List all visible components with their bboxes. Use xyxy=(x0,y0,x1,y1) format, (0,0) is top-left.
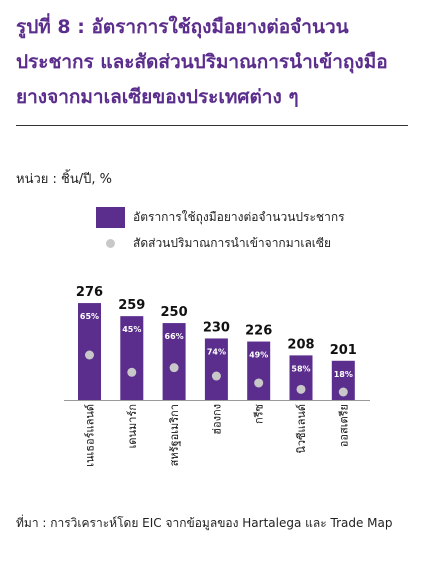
share-dot xyxy=(127,367,137,377)
legend-item-bar: อัตราการใช้ถุงมือยางต่อจำนวนประชากร xyxy=(96,206,345,228)
share-dot xyxy=(338,387,348,397)
chart-plot: 276 65% เนเธอร์แลนด์ 259 45% เดนมาร์ก 250 66% สห… xyxy=(64,285,370,467)
bar-value-label: 208 xyxy=(287,337,314,352)
category-label: เดนมาร์ก xyxy=(126,404,139,448)
category-label: ออสเตรีย xyxy=(337,404,350,447)
dot-value-label: 66% xyxy=(165,332,184,341)
dot-value-label: 58% xyxy=(291,364,310,373)
share-dot xyxy=(211,371,221,381)
chart-title: รูปที่ 8 : อัตราการใช้ถุงมือยางต่อจำนวนป… xyxy=(16,16,388,108)
share-dot xyxy=(85,350,94,360)
bar xyxy=(204,338,228,400)
dot-value-label: 45% xyxy=(122,325,141,334)
bar-value-label: 230 xyxy=(203,320,230,335)
category-label: เนเธอร์แลนด์ xyxy=(84,404,97,467)
bar xyxy=(162,323,186,400)
bar xyxy=(331,360,355,400)
dot-value-label: 49% xyxy=(249,351,268,360)
legend-dot-label: สัดส่วนปริมาณการนำเข้าจากมาเลเซีย xyxy=(133,235,332,250)
category-label: นิวซีแลนด์ xyxy=(295,404,308,454)
bar xyxy=(120,316,144,400)
category-label: สหรัฐอเมริกา xyxy=(168,404,181,466)
category-label: กรีซ xyxy=(253,403,266,424)
legend-bar-label: อัตราการใช้ถุงมือยางต่อจำนวนประชากร xyxy=(133,209,345,224)
share-dot xyxy=(169,363,179,373)
legend-dot-swatch xyxy=(106,238,115,248)
share-dot xyxy=(254,378,264,388)
bar xyxy=(289,355,313,400)
bar-value-label: 226 xyxy=(245,324,272,339)
source-note: ที่มา : การวิเคราะห์โดย EIC จากข้อมูลของ… xyxy=(16,516,393,530)
dot-value-label: 74% xyxy=(207,347,226,356)
bar-value-label: 250 xyxy=(161,305,188,320)
bar xyxy=(247,341,271,400)
share-dot xyxy=(296,384,306,394)
dot-value-label: 65% xyxy=(80,312,99,321)
bar-value-label: 259 xyxy=(118,298,145,313)
legend: อัตราการใช้ถุงมือยางต่อจำนวนประชากร สัดส… xyxy=(96,206,345,254)
legend-bar-swatch xyxy=(96,206,125,228)
category-label: ฮ่องกง xyxy=(210,404,223,435)
dot-value-label: 18% xyxy=(334,370,353,379)
legend-item-dot: สัดส่วนปริมาณการนำเข้าจากมาเลเซีย xyxy=(96,232,345,254)
unit-label: หน่วย : ชิ้น/ปี, % xyxy=(16,172,112,187)
bar-value-label: 201 xyxy=(330,343,357,358)
bar-value-label: 276 xyxy=(76,285,103,300)
title-divider xyxy=(16,125,408,126)
